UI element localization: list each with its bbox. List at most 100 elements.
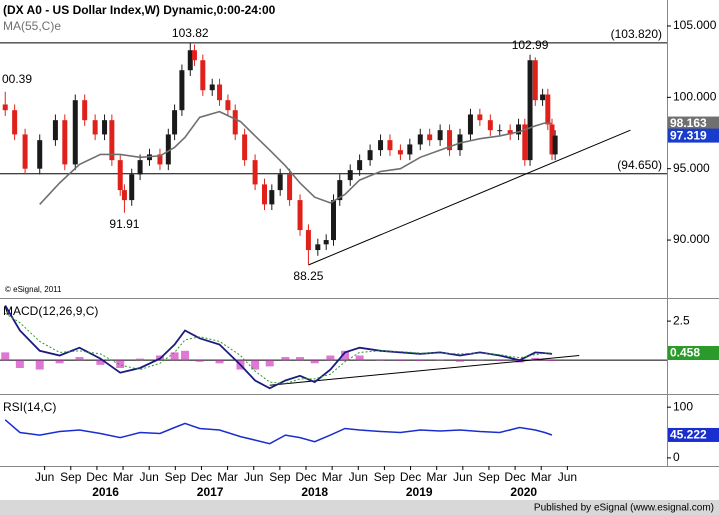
x-tick-label: Jun <box>35 470 54 484</box>
histogram-bar <box>376 360 385 361</box>
footer: Published by eSignal (www.esignal.com) <box>534 503 714 514</box>
value-label: 0.458 <box>670 346 700 360</box>
histogram-bar <box>181 350 190 361</box>
macd-line <box>4 312 553 385</box>
histogram-bar <box>436 359 445 361</box>
candle-body <box>507 130 513 135</box>
candle-body <box>157 154 163 165</box>
x-tick-label: Mar <box>217 470 238 484</box>
candle-body <box>497 130 503 132</box>
candle-body <box>331 200 336 241</box>
histogram-bar <box>35 360 44 370</box>
x-tick-label: Dec <box>86 470 107 484</box>
x-tick-label: Jun <box>558 470 577 484</box>
x-tick-label: Sep <box>60 470 82 484</box>
candle-body <box>187 50 193 71</box>
candle-body <box>232 110 238 135</box>
x-tick-label: Sep <box>165 470 187 484</box>
candle-body <box>287 174 293 201</box>
candle-body <box>137 160 143 175</box>
histogram-bar <box>475 359 484 361</box>
candle-body <box>225 100 231 111</box>
candle-body <box>477 114 483 121</box>
panel-title: RSI(14,C) <box>3 400 56 414</box>
histogram-bar <box>1 352 10 361</box>
candle-body <box>200 60 206 91</box>
panel-title: MACD(12,26,9,C) <box>3 304 98 318</box>
candle-body <box>437 130 443 141</box>
candle-body <box>252 160 258 185</box>
candle-body <box>129 174 135 201</box>
y-tick-label: 100.000 <box>673 90 717 104</box>
candle-body <box>447 130 453 151</box>
histogram-bar <box>170 352 179 361</box>
chart-title: (DX A0 - US Dollar Index,W) Dynamic,0:00… <box>3 3 276 17</box>
candle-body <box>72 100 78 165</box>
value-label: 98.163 <box>670 116 707 130</box>
rsi-line <box>4 419 553 445</box>
candle-body <box>378 140 384 151</box>
candle-body <box>269 190 275 205</box>
x-tick-label: Mar <box>531 470 552 484</box>
x-tick-label: Dec <box>504 470 525 484</box>
x-tick-label: Sep <box>269 470 291 484</box>
histogram-bar <box>548 360 556 362</box>
watermark: © eSignal, 2011 <box>5 285 62 294</box>
value-box <box>668 116 719 131</box>
x-tick-label: Mar <box>426 470 447 484</box>
x-tick-label: Sep <box>478 470 500 484</box>
value-box <box>668 427 719 442</box>
histogram-bar <box>15 360 24 368</box>
y-tick-label: 0 <box>673 450 680 464</box>
x-tick-label: Jun <box>453 470 472 484</box>
candle-body <box>545 94 551 125</box>
candle-body <box>37 140 43 169</box>
candle-body <box>165 134 171 165</box>
histogram-bar <box>531 357 540 361</box>
x-tick-label: Sep <box>374 470 396 484</box>
histogram-bar <box>136 358 145 361</box>
histogram-bar <box>355 355 364 361</box>
candle-body <box>22 134 28 169</box>
histogram-bar <box>495 360 504 361</box>
candle-body <box>297 200 303 231</box>
histogram-bar <box>396 360 405 361</box>
y-tick-label: 2.5 <box>673 313 690 327</box>
candle-body <box>217 84 223 101</box>
price-annotation: 91.91 <box>109 217 139 231</box>
y-tick-label: 90.000 <box>673 232 710 246</box>
x-year-label: 2017 <box>197 485 224 499</box>
candle-body <box>487 120 493 131</box>
candle-body <box>191 50 197 61</box>
candle-body <box>102 120 108 135</box>
candle-body <box>323 240 329 245</box>
histogram-bar <box>310 360 319 364</box>
x-tick-label: Dec <box>400 470 421 484</box>
candle-body <box>552 135 558 155</box>
candle-body <box>277 174 283 191</box>
histogram-bar <box>265 360 274 367</box>
candle-body <box>387 140 393 151</box>
candle-body <box>527 60 533 161</box>
x-year-label: 2020 <box>510 485 537 499</box>
histogram-bar <box>215 360 224 364</box>
x-tick-label: Mar <box>113 470 134 484</box>
candle-body <box>337 180 343 201</box>
histogram-bar <box>251 360 260 370</box>
candle-body <box>305 230 311 251</box>
candle-body <box>427 134 433 141</box>
candle-body <box>179 70 185 111</box>
trendline <box>269 355 580 386</box>
candle-body <box>532 60 538 101</box>
candle-body <box>62 120 68 165</box>
candle-body <box>549 124 555 155</box>
price-annotation: 102.99 <box>512 38 549 52</box>
candle-body <box>209 84 215 91</box>
candle-body <box>262 184 267 205</box>
histogram-bar <box>96 360 105 365</box>
value-label: 45.222 <box>670 428 707 442</box>
footer-bar <box>0 500 719 515</box>
hline-label: (94.650) <box>617 158 662 172</box>
candle-body <box>407 144 413 155</box>
candle-body <box>242 134 248 161</box>
